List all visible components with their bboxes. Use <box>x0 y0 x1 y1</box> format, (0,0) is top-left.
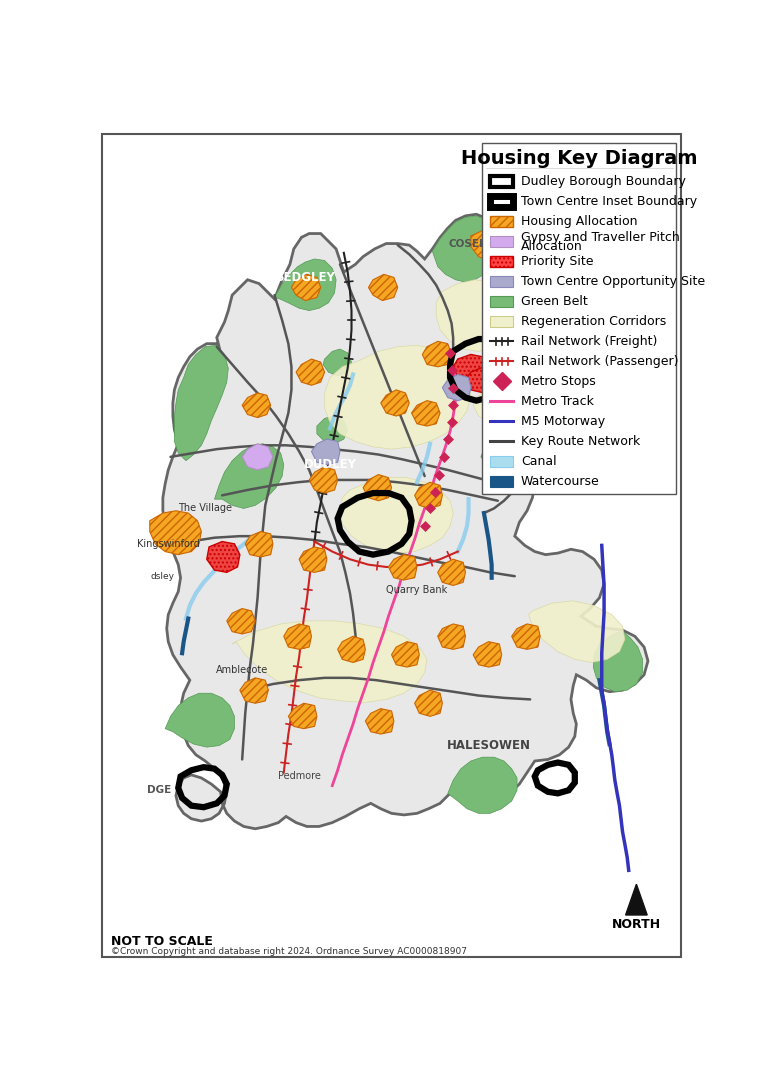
Polygon shape <box>438 559 465 585</box>
Polygon shape <box>453 354 486 380</box>
Text: SEDGLEY: SEDGLEY <box>275 271 335 284</box>
Polygon shape <box>150 511 202 555</box>
Text: DUDLEY: DUDLEY <box>303 458 357 471</box>
Text: Regeneration Corridors: Regeneration Corridors <box>521 315 666 328</box>
Polygon shape <box>438 624 465 649</box>
Text: Green Belt: Green Belt <box>521 295 588 308</box>
Polygon shape <box>242 393 270 418</box>
Text: NORTH: NORTH <box>612 918 661 931</box>
Polygon shape <box>368 274 398 300</box>
Polygon shape <box>207 541 240 572</box>
FancyBboxPatch shape <box>490 235 513 246</box>
Polygon shape <box>388 555 417 580</box>
Polygon shape <box>626 885 647 915</box>
Text: Allocation: Allocation <box>521 240 583 253</box>
Polygon shape <box>436 280 517 351</box>
Polygon shape <box>323 349 351 376</box>
Polygon shape <box>227 608 255 634</box>
Polygon shape <box>296 359 325 386</box>
Polygon shape <box>448 757 517 813</box>
Text: Amblecote: Amblecote <box>216 665 268 675</box>
Polygon shape <box>512 624 540 649</box>
Text: Gypsy and Traveller Pitch: Gypsy and Traveller Pitch <box>521 231 680 244</box>
Text: Dudley Borough Boundary: Dudley Borough Boundary <box>521 175 686 188</box>
Text: Town Centre Opportunity Site: Town Centre Opportunity Site <box>521 274 705 287</box>
Text: Metro Track: Metro Track <box>521 395 594 408</box>
Text: Housing Allocation: Housing Allocation <box>521 215 637 228</box>
Polygon shape <box>232 621 427 702</box>
Polygon shape <box>338 636 365 662</box>
Polygon shape <box>283 624 312 649</box>
Text: Rail Network (Passenger): Rail Network (Passenger) <box>521 355 678 368</box>
Text: Key Route Network: Key Route Network <box>521 435 640 448</box>
Polygon shape <box>174 346 228 461</box>
FancyBboxPatch shape <box>490 316 513 327</box>
FancyBboxPatch shape <box>490 296 513 307</box>
Polygon shape <box>245 531 273 557</box>
Polygon shape <box>242 444 273 470</box>
FancyBboxPatch shape <box>490 216 513 227</box>
Text: The Village: The Village <box>178 503 232 513</box>
FancyBboxPatch shape <box>490 275 513 286</box>
Polygon shape <box>309 467 338 494</box>
Polygon shape <box>299 546 327 572</box>
Polygon shape <box>529 600 625 662</box>
Polygon shape <box>412 401 440 426</box>
Text: Priority Site: Priority Site <box>521 255 594 268</box>
Polygon shape <box>288 703 317 729</box>
Polygon shape <box>365 708 394 734</box>
Polygon shape <box>291 274 321 300</box>
Polygon shape <box>432 216 498 282</box>
Polygon shape <box>415 690 442 716</box>
Polygon shape <box>380 390 410 416</box>
Polygon shape <box>274 259 336 311</box>
Polygon shape <box>422 341 452 367</box>
Polygon shape <box>471 226 515 262</box>
FancyBboxPatch shape <box>482 144 676 494</box>
Polygon shape <box>481 445 510 469</box>
Polygon shape <box>163 214 648 828</box>
Polygon shape <box>165 693 235 747</box>
Text: M5 Motorway: M5 Motorway <box>521 415 605 428</box>
Text: Housing Key Diagram: Housing Key Diagram <box>461 149 698 168</box>
Text: Watercourse: Watercourse <box>521 475 600 488</box>
Polygon shape <box>391 642 419 667</box>
FancyBboxPatch shape <box>102 134 681 957</box>
Polygon shape <box>215 444 283 509</box>
Text: HALESOWEN: HALESOWEN <box>447 739 530 752</box>
Polygon shape <box>325 346 471 449</box>
Text: Canal: Canal <box>521 455 556 468</box>
Text: NOT TO SCALE: NOT TO SCALE <box>112 934 213 947</box>
FancyBboxPatch shape <box>490 476 513 487</box>
Polygon shape <box>317 416 348 444</box>
Polygon shape <box>340 477 453 553</box>
Polygon shape <box>473 642 502 667</box>
Text: ©Crown Copyright and database right 2024. Ordnance Survey AC0000818907: ©Crown Copyright and database right 2024… <box>112 947 468 956</box>
Text: Metro Stops: Metro Stops <box>521 375 596 388</box>
Polygon shape <box>415 483 442 509</box>
FancyBboxPatch shape <box>490 456 513 467</box>
Polygon shape <box>240 678 268 703</box>
Text: Rail Network (Freight): Rail Network (Freight) <box>521 335 657 348</box>
FancyBboxPatch shape <box>490 256 513 267</box>
Text: DGE: DGE <box>147 785 171 795</box>
Text: dsley: dsley <box>151 571 175 581</box>
Text: Town Centre Inset Boundary: Town Centre Inset Boundary <box>521 194 697 207</box>
Polygon shape <box>473 388 527 426</box>
Text: Kingswinford: Kingswinford <box>137 539 199 549</box>
Polygon shape <box>363 474 391 501</box>
Text: Quarry Bank: Quarry Bank <box>387 585 448 595</box>
Polygon shape <box>465 367 500 393</box>
Text: COSELEY: COSELEY <box>448 239 500 248</box>
Polygon shape <box>442 375 471 401</box>
Polygon shape <box>312 440 340 464</box>
Text: Pedmore: Pedmore <box>277 771 321 782</box>
Polygon shape <box>594 630 643 691</box>
